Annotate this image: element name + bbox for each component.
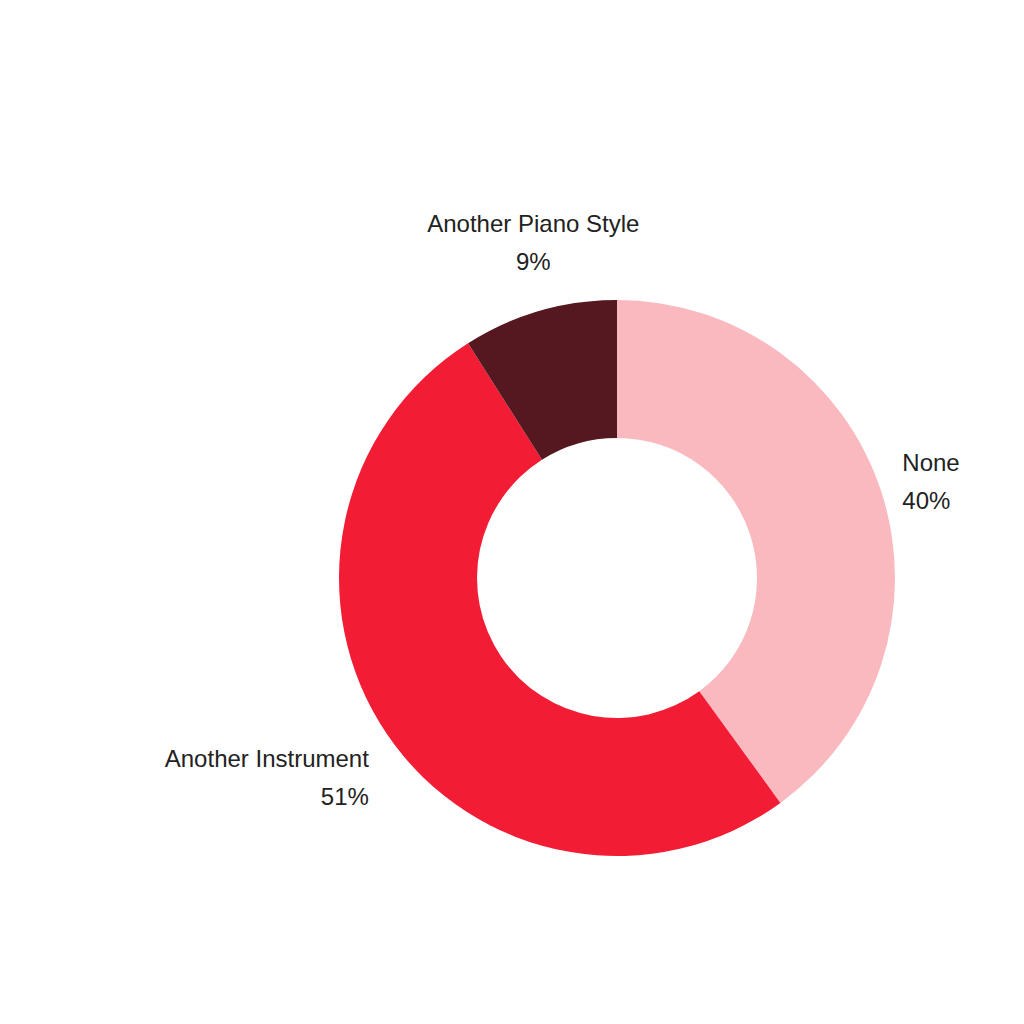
svg-text:Another Piano Style9%: Another Piano Style9% (427, 210, 639, 275)
svg-text:None40%: None40% (902, 449, 959, 514)
svg-text:Another Instrument51%: Another Instrument51% (165, 745, 369, 810)
